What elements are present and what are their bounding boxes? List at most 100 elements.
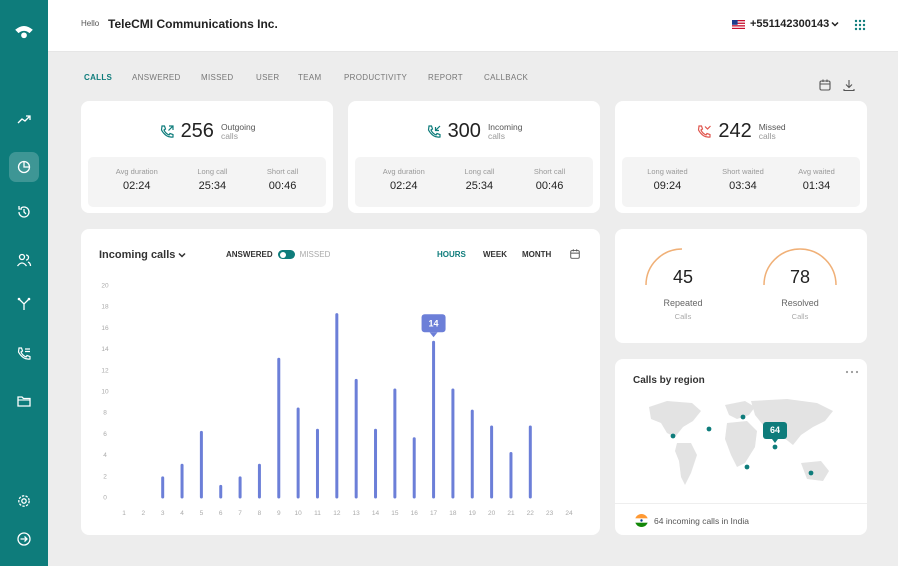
x-tick-label: 21 [507, 510, 515, 517]
missed-call-icon [698, 124, 712, 138]
metric-label: Short call [266, 167, 299, 176]
incoming-label: Incoming [487, 121, 523, 132]
x-tick-label: 9 [277, 510, 281, 517]
map-badge: 64 [769, 425, 780, 435]
greeting: Hello [81, 19, 100, 28]
x-tick-label: 18 [449, 510, 457, 517]
resolved-progress-ring [763, 248, 837, 286]
region-footer-text: 64 incoming calls in India [654, 516, 749, 526]
metric-value: 25:34 [465, 180, 494, 192]
x-tick-label: 20 [488, 510, 496, 517]
resolved-sublabel: Calls [791, 312, 809, 321]
tab-missed[interactable]: MISSED [201, 73, 234, 82]
x-tick-label: 11 [314, 510, 321, 517]
y-tick-label: 14 [101, 346, 109, 353]
users-icon[interactable] [12, 248, 36, 272]
repeated-sublabel: Calls [674, 312, 692, 321]
x-tick-label: 7 [238, 510, 242, 517]
incoming-metrics: Avg duration 02:24 Long call 25:34 Short c… [355, 157, 593, 207]
range-week[interactable]: WEEK [483, 250, 507, 259]
bar-tooltip [421, 314, 446, 333]
pie-chart-icon[interactable] [9, 152, 39, 182]
tab-user[interactable]: USER [256, 73, 280, 82]
repeated-count: 45 [672, 267, 694, 287]
outgoing-metrics: Avg duration 02:24 Long call 25:34 Short c… [88, 157, 326, 207]
x-tick-label: 17 [430, 510, 438, 517]
phone-list-icon[interactable] [12, 342, 36, 366]
resolved-label: Resolved [781, 298, 819, 308]
x-tick-label: 1 [122, 510, 126, 517]
metric-value: 03:34 [729, 180, 757, 192]
tab-callback[interactable]: CALLBACK [484, 73, 529, 82]
x-tick-label: 24 [565, 510, 573, 517]
metric-value: 02:24 [123, 180, 151, 192]
trending-icon[interactable] [12, 108, 36, 132]
logout-icon[interactable] [12, 527, 36, 551]
repeated-progress-ring [645, 248, 683, 286]
y-tick-label: 6 [103, 431, 107, 438]
chevron-down-icon[interactable] [830, 19, 840, 29]
chart-title[interactable]: Incoming calls [99, 249, 176, 261]
missed-metrics: Long waited 09:24 Short waited 03:34 Avg w… [622, 157, 860, 207]
phone-number-selector[interactable]: +551142300143 [750, 18, 830, 30]
metric-value: 09:24 [653, 180, 682, 192]
x-tick-label: 16 [411, 510, 419, 517]
india-flag-icon [635, 514, 648, 527]
x-tick-label: 22 [527, 510, 535, 517]
download-icon[interactable] [842, 78, 856, 92]
missed-label: Missed [758, 121, 786, 132]
calls-by-region-card: Calls by region 64 64 incoming calls in … [615, 359, 867, 535]
metric-label: Avg duration [115, 167, 158, 176]
outgoing-label: Outgoing [220, 121, 256, 132]
metric-value: 00:46 [535, 180, 564, 192]
tab-team[interactable]: TEAM [298, 73, 322, 82]
incoming-sublabel: calls [487, 130, 505, 141]
y-tick-label: 16 [101, 325, 109, 332]
incoming-calls-card: 300 Incoming calls Avg duration 02:24 Long… [348, 101, 600, 213]
metric-label: Short call [533, 167, 566, 176]
range-hours[interactable]: HOURS [437, 250, 466, 259]
x-tick-label: 12 [333, 510, 341, 517]
range-month[interactable]: MONTH [522, 250, 552, 259]
metric-label: Long call [197, 167, 228, 176]
more-options-icon[interactable] [845, 369, 859, 375]
x-tick-label: 2 [142, 510, 146, 517]
toggle-label-answered: ANSWERED [226, 250, 273, 259]
toggle-label-missed: MISSED [299, 250, 331, 259]
metric-label: Long call [464, 167, 495, 176]
branch-icon[interactable] [12, 292, 36, 316]
outgoing-count: 256 [180, 120, 214, 142]
tab-productivity[interactable]: PRODUCTIVITY [344, 73, 408, 82]
x-tick-label: 10 [295, 510, 303, 517]
tab-report[interactable]: REPORT [428, 73, 463, 82]
y-tick-label: 4 [103, 452, 107, 459]
logo-icon[interactable] [12, 20, 36, 44]
tab-answered[interactable]: ANSWERED [132, 73, 181, 82]
metric-label: Avg waited [798, 167, 835, 176]
calendar-icon[interactable] [569, 248, 581, 260]
toggle-switch[interactable] [277, 250, 295, 259]
y-tick-label: 0 [103, 495, 107, 502]
incoming-call-icon [427, 124, 441, 138]
answered-missed-toggle[interactable]: ANSWERED MISSED [226, 250, 330, 259]
x-tick-label: 3 [161, 510, 165, 517]
region-footer-divider [615, 503, 867, 504]
x-tick-label: 8 [258, 510, 262, 517]
tab-calls[interactable]: CALLS [84, 73, 113, 82]
settings-icon[interactable] [12, 489, 36, 513]
y-tick-label: 8 [103, 410, 107, 417]
metric-value: 02:24 [390, 180, 418, 192]
metric-label: Long waited [647, 167, 688, 176]
apps-grid-icon[interactable] [854, 19, 866, 31]
bar-tooltip-pointer [429, 332, 438, 338]
incoming-count: 300 [447, 120, 481, 142]
calendar-icon[interactable] [818, 78, 832, 92]
history-icon[interactable] [12, 200, 36, 224]
chevron-down-icon[interactable] [177, 250, 187, 260]
resolved-count: 78 [789, 267, 811, 287]
x-tick-label: 13 [353, 510, 361, 517]
top-bar: Hello TeleCMI Communications Inc. +55114… [48, 0, 898, 52]
x-tick-label: 19 [469, 510, 477, 517]
x-tick-label: 5 [200, 510, 204, 517]
folder-icon[interactable] [12, 389, 36, 413]
